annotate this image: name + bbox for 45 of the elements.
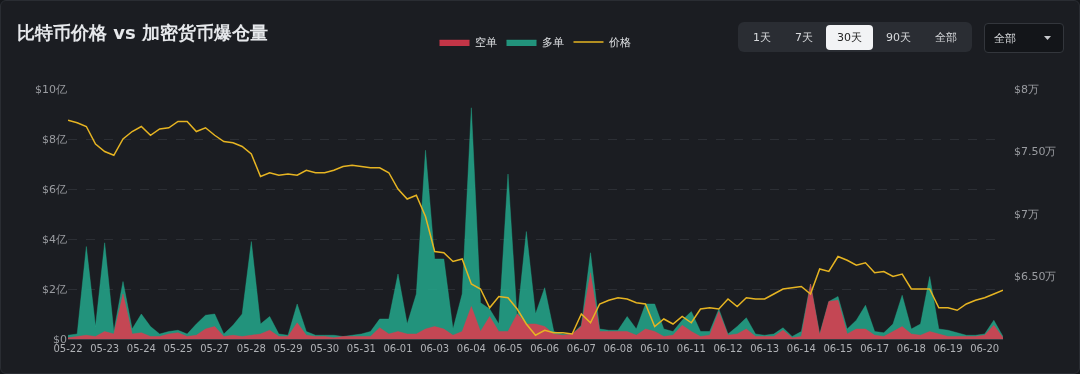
- chart-title: 比特币价格 vs 加密货币爆仓量: [17, 21, 268, 45]
- x-tick-label: 06-05: [493, 343, 523, 354]
- y-tick-label: $2亿: [42, 282, 67, 296]
- text: 全部: [994, 30, 1016, 46]
- x-tick-label: 05-25: [163, 343, 193, 354]
- y-tick-label: $8亿: [42, 132, 67, 146]
- x-tick-label: 06-10: [640, 343, 670, 354]
- x-tick-label: 06-17: [860, 343, 890, 354]
- x-tick-label: 06-14: [786, 343, 816, 354]
- y-tick-label: $4亿: [42, 232, 67, 246]
- legend-label: 价格: [607, 36, 631, 50]
- text: 7天: [794, 29, 814, 46]
- x-tick-label: 06-20: [970, 343, 1000, 354]
- x-tick-label: 05-22: [53, 343, 83, 354]
- y2-tick-label: $6.50万: [1014, 270, 1057, 284]
- x-tick-label: 05-31: [346, 343, 376, 354]
- legend-label: 多单: [541, 36, 564, 50]
- x-tick-label: 05-23: [90, 343, 120, 354]
- x-tick-label: 05-28: [236, 343, 266, 354]
- x-tick-label: 05-27: [200, 343, 230, 354]
- x-tick-label: 06-01: [383, 343, 413, 354]
- legend-label: 空单: [474, 36, 497, 50]
- x-tick-label: 06-12: [713, 343, 743, 354]
- x-tick-label: 06-07: [566, 343, 596, 354]
- x-tick-label: 06-18: [896, 343, 926, 354]
- x-tick-label: 05-24: [126, 343, 156, 354]
- y2-tick-label: $7万: [1014, 207, 1039, 221]
- x-tick-label: 06-03: [420, 343, 450, 354]
- text: 全部: [934, 29, 958, 46]
- y-tick-label: $6亿: [42, 182, 67, 196]
- y2-tick-label: $8万: [1014, 82, 1039, 96]
- x-tick-label: 06-13: [750, 343, 780, 354]
- x-tick-label: 05-29: [273, 343, 303, 354]
- text: 90天: [885, 29, 912, 46]
- x-tick-label: 06-04: [456, 343, 486, 354]
- x-tick-label: 06-06: [530, 343, 560, 354]
- x-tick-label: 06-15: [823, 343, 853, 354]
- text: 1天: [752, 29, 772, 46]
- x-tick-label: 06-11: [676, 343, 706, 354]
- x-tick-label: 05-30: [310, 343, 340, 354]
- x-tick-label: 06-08: [603, 343, 633, 354]
- y2-tick-label: $7.50万: [1014, 145, 1057, 159]
- y-tick-label: $10亿: [35, 82, 67, 96]
- x-tick-label: 06-19: [933, 343, 963, 354]
- text: 30天: [826, 24, 873, 50]
